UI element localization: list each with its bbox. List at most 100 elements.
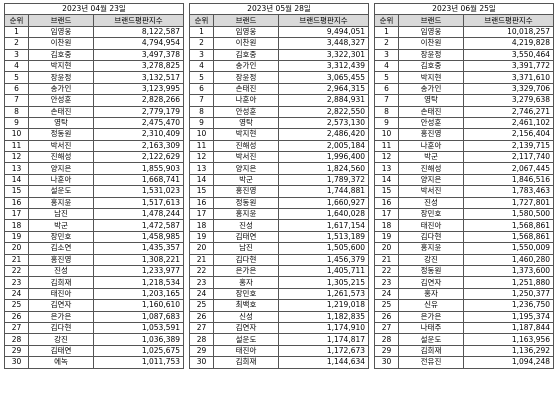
rank: 2	[189, 37, 214, 50]
brand: 김연자	[28, 299, 94, 312]
ranking-row: 18 태진아 1,568,861	[374, 219, 555, 232]
rank: 20	[374, 242, 399, 255]
ranking-row: 17 홍지윤 1,640,028	[189, 208, 370, 221]
date-row: 2023년 06월 25일	[373, 2, 555, 16]
brand: 김다현	[28, 321, 94, 335]
rank: 29	[4, 344, 29, 358]
ranking-row: 20 김소연 1,435,357	[4, 242, 185, 255]
ranking-row: 24 장민호 1,261,573	[189, 287, 370, 301]
brand: 진성	[28, 264, 94, 278]
brand: 강진	[398, 253, 464, 267]
brand-index: 1,195,374	[462, 310, 555, 323]
column-header: 브랜드평판지수	[277, 14, 370, 27]
brand-index: 1,456,379	[277, 253, 370, 267]
brand-index: 2,461,102	[462, 116, 555, 130]
brand: 나훈아	[398, 139, 464, 153]
brand: 이찬원	[28, 37, 94, 50]
rank: 6	[4, 82, 29, 96]
brand-index: 4,794,954	[92, 37, 185, 50]
brand-index: 1,087,683	[92, 310, 185, 323]
rank: 10	[4, 128, 29, 141]
ranking-row: 16 정동원 1,660,927	[189, 196, 370, 210]
rank: 25	[189, 299, 214, 312]
brand: 홍자	[398, 287, 464, 301]
brand-index: 2,964,315	[277, 82, 370, 96]
table-date: 2023년 06월 25일	[373, 2, 555, 16]
rank: 4	[374, 59, 399, 73]
brand: 손태진	[398, 105, 464, 118]
brand-index: 1,550,009	[462, 242, 555, 255]
ranking-row: 26 신성 1,182,835	[189, 310, 370, 323]
rank: 26	[4, 310, 29, 323]
ranking-row: 14 박군 1,789,372	[189, 173, 370, 187]
brand-index: 9,494,051	[277, 25, 370, 39]
brand: 이찬원	[213, 37, 279, 50]
rank: 24	[189, 287, 214, 301]
ranking-row: 21 강진 1,460,280	[374, 253, 555, 267]
brand: 남진	[28, 208, 94, 221]
header-row: 순위 브랜드 브랜드평판지수	[4, 14, 185, 27]
header-row: 순위 브랜드 브랜드평판지수	[374, 14, 555, 27]
ranking-row: 30 김희재 1,144,634	[189, 356, 370, 369]
rank: 1	[374, 25, 399, 39]
rank: 11	[374, 139, 399, 153]
rank: 14	[189, 173, 214, 187]
brand-index: 2,156,404	[462, 128, 555, 141]
rank: 30	[4, 356, 29, 369]
brand-index: 8,122,587	[92, 25, 185, 39]
brand: 박서진	[213, 151, 279, 164]
brand-index: 3,278,825	[92, 59, 185, 73]
ranking-row: 9 영탁 2,475,470	[4, 116, 185, 130]
rank: 15	[374, 185, 399, 198]
brand-index: 3,550,464	[462, 48, 555, 61]
rank: 4	[189, 59, 214, 73]
ranking-row: 22 진성 1,233,977	[4, 264, 185, 278]
brand-index: 1,053,591	[92, 321, 185, 335]
ranking-row: 8 손태진 2,779,179	[4, 105, 185, 118]
brand: 은가은	[398, 310, 464, 323]
rank: 22	[374, 264, 399, 278]
rank: 13	[189, 162, 214, 175]
brand-index: 2,067,445	[462, 162, 555, 175]
brand-index: 1,505,600	[277, 242, 370, 255]
brand-index: 3,329,706	[462, 82, 555, 96]
rank: 15	[189, 185, 214, 198]
rank: 23	[4, 276, 29, 289]
brand: 김소연	[28, 242, 94, 255]
ranking-row: 15 홍진영 1,744,881	[189, 185, 370, 198]
ranking-row: 24 태진아 1,203,165	[4, 287, 185, 301]
rank: 3	[189, 48, 214, 61]
brand-index: 1,789,372	[277, 173, 370, 187]
brand-index: 1,568,861	[462, 230, 555, 244]
ranking-row: 19 김다현 1,568,861	[374, 230, 555, 244]
brand: 에녹	[28, 356, 94, 369]
rank: 19	[374, 230, 399, 244]
brand: 홍진영	[398, 128, 464, 141]
rank: 12	[189, 151, 214, 164]
rank: 17	[4, 208, 29, 221]
rank: 19	[4, 230, 29, 244]
rank: 19	[189, 230, 214, 244]
brand-index: 1,160,610	[92, 299, 185, 312]
rank: 20	[189, 242, 214, 255]
rank: 27	[4, 321, 29, 335]
brand-index: 1,568,861	[462, 219, 555, 232]
brand-index: 2,163,309	[92, 139, 185, 153]
rank: 25	[4, 299, 29, 312]
brand-index: 2,139,715	[462, 139, 555, 153]
brand: 정동원	[213, 196, 279, 210]
brand-index: 1,472,587	[92, 219, 185, 232]
ranking-row: 30 전유진 1,094,248	[374, 356, 555, 369]
rank: 20	[4, 242, 29, 255]
column-header: 브랜드	[213, 14, 279, 27]
brand: 박지현	[398, 71, 464, 84]
ranking-row: 29 김희재 1,136,292	[374, 344, 555, 358]
brand: 영탁	[213, 116, 279, 130]
rank: 3	[374, 48, 399, 61]
ranking-row: 23 김연자 1,251,880	[374, 276, 555, 289]
rank: 10	[374, 128, 399, 141]
ranking-row: 1 임영웅 9,494,051	[189, 25, 370, 39]
brand: 은가은	[213, 264, 279, 278]
rank: 15	[4, 185, 29, 198]
brand: 태진아	[398, 219, 464, 232]
